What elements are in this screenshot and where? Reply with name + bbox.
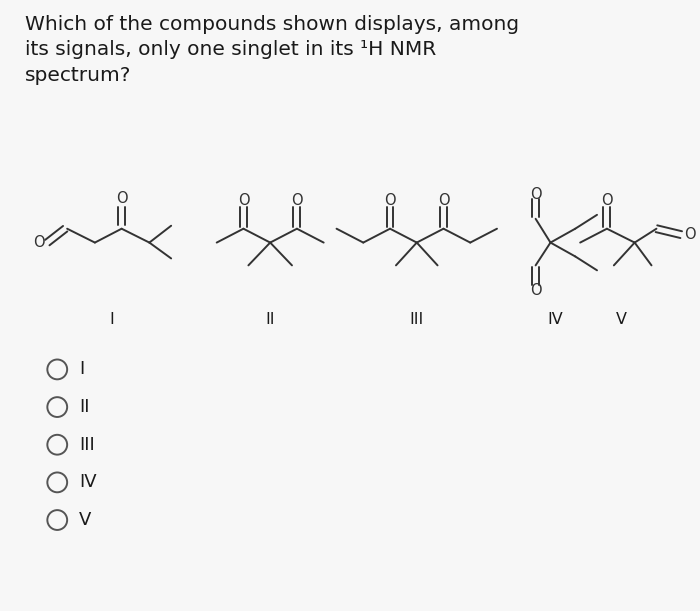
Text: O: O: [530, 186, 541, 202]
Text: IV: IV: [79, 474, 97, 491]
Text: O: O: [34, 235, 46, 250]
Text: V: V: [616, 312, 627, 327]
Text: II: II: [79, 398, 90, 416]
Text: IV: IV: [547, 312, 564, 327]
Text: O: O: [237, 194, 249, 208]
Text: I: I: [79, 360, 84, 378]
Text: I: I: [109, 312, 114, 327]
Text: O: O: [685, 227, 696, 242]
Text: II: II: [265, 312, 275, 327]
Text: V: V: [79, 511, 92, 529]
Text: O: O: [530, 283, 541, 298]
Text: O: O: [601, 194, 612, 208]
Text: O: O: [116, 191, 127, 207]
Text: O: O: [438, 194, 449, 208]
Text: Which of the compounds shown displays, among
its signals, only one singlet in it: Which of the compounds shown displays, a…: [25, 15, 519, 85]
Text: O: O: [384, 194, 395, 208]
Text: III: III: [79, 436, 95, 454]
Text: III: III: [410, 312, 424, 327]
Text: O: O: [291, 194, 302, 208]
